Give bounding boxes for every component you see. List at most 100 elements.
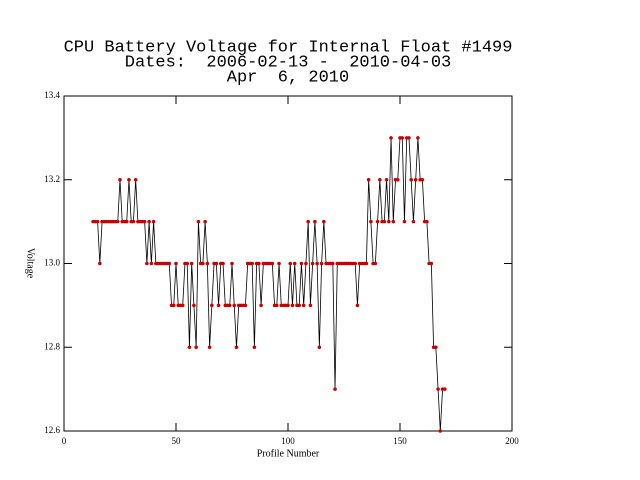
x-tick-label: 50 xyxy=(172,436,182,446)
data-point xyxy=(313,219,317,224)
x-tick-label: 100 xyxy=(281,436,295,446)
data-point xyxy=(429,261,434,266)
data-point xyxy=(400,136,405,140)
data-point xyxy=(333,387,337,391)
x-tick-label: 0 xyxy=(62,436,67,446)
data-point xyxy=(194,345,198,350)
data-point xyxy=(127,177,131,182)
data-point xyxy=(124,219,129,224)
data-point xyxy=(270,261,275,266)
data-point xyxy=(227,303,232,308)
data-point xyxy=(301,303,306,308)
data-point xyxy=(366,177,371,182)
y-tick-label: 12.8 xyxy=(44,341,60,351)
data-point xyxy=(322,219,326,224)
data-point xyxy=(221,261,225,266)
data-point xyxy=(407,136,411,140)
data-point xyxy=(205,261,210,266)
data-point xyxy=(438,429,443,433)
data-point xyxy=(192,303,196,308)
data-point xyxy=(411,219,416,224)
data-point xyxy=(308,303,313,308)
y-tick-label: 12.6 xyxy=(44,425,60,435)
data-point xyxy=(387,219,391,224)
chart-title: Apr 6, 2010 xyxy=(227,68,349,87)
data-point xyxy=(171,303,176,308)
data-point xyxy=(288,261,293,266)
data-point xyxy=(286,303,290,308)
data-point xyxy=(382,219,387,224)
data-point xyxy=(384,177,389,182)
data-point xyxy=(391,219,396,224)
data-point xyxy=(232,303,237,308)
y-axis-label: Voltage xyxy=(25,248,36,279)
data-point xyxy=(292,261,297,266)
data-point xyxy=(142,219,147,224)
data-point xyxy=(174,261,178,266)
data-point xyxy=(315,261,319,266)
data-point xyxy=(364,261,369,266)
data-point xyxy=(409,177,414,182)
data-point xyxy=(259,303,263,308)
data-point xyxy=(95,219,100,224)
data-point xyxy=(436,387,440,391)
data-point xyxy=(306,219,310,224)
data-point xyxy=(185,261,189,266)
data-point xyxy=(304,261,308,266)
data-point xyxy=(378,177,382,182)
data-point xyxy=(214,261,219,266)
data-point xyxy=(145,261,149,266)
data-point xyxy=(149,261,154,266)
data-point xyxy=(180,303,185,308)
data-point xyxy=(210,303,214,308)
data-point xyxy=(167,261,172,266)
data-point xyxy=(317,345,322,350)
data-point xyxy=(187,345,192,350)
chart-title: Dates: 2006-02-13 - 2010-04-03 xyxy=(125,53,451,72)
data-point xyxy=(151,219,156,224)
data-point xyxy=(118,177,122,182)
data-point xyxy=(373,261,378,266)
y-tick-label: 13.2 xyxy=(44,174,60,184)
x-tick-label: 200 xyxy=(505,436,519,446)
data-point xyxy=(434,345,438,350)
data-point xyxy=(216,303,221,308)
data-point xyxy=(243,303,248,308)
data-point xyxy=(402,219,407,224)
data-point xyxy=(207,345,212,350)
data-point xyxy=(203,219,207,224)
plot-frame xyxy=(63,95,513,432)
data-point xyxy=(98,261,102,266)
data-point xyxy=(230,261,234,266)
data-point xyxy=(420,177,425,182)
data-point xyxy=(275,303,279,308)
data-point xyxy=(133,177,138,182)
data-point xyxy=(257,261,261,266)
data-point xyxy=(319,261,324,266)
data-point xyxy=(331,261,335,266)
data-point xyxy=(416,136,420,140)
data-point xyxy=(353,261,358,266)
data-point xyxy=(395,177,400,182)
x-tick-label: 150 xyxy=(393,436,407,446)
data-point xyxy=(389,136,393,140)
data-point xyxy=(310,261,315,266)
data-point xyxy=(277,261,281,266)
data-point xyxy=(147,219,151,224)
data-point xyxy=(250,261,254,266)
x-axis-label: Profile Number xyxy=(257,448,320,459)
data-point xyxy=(443,387,447,391)
data-point xyxy=(201,261,205,266)
data-point xyxy=(375,219,380,224)
data-point xyxy=(189,261,194,266)
data-point xyxy=(297,303,302,308)
data-point xyxy=(234,345,239,350)
data-point xyxy=(299,261,304,266)
data-point xyxy=(290,303,295,308)
y-tick-label: 13.4 xyxy=(44,90,60,100)
data-point xyxy=(196,219,201,224)
chart-title: CPU Battery Voltage for Internal Float #… xyxy=(64,38,513,57)
data-point xyxy=(369,219,373,224)
